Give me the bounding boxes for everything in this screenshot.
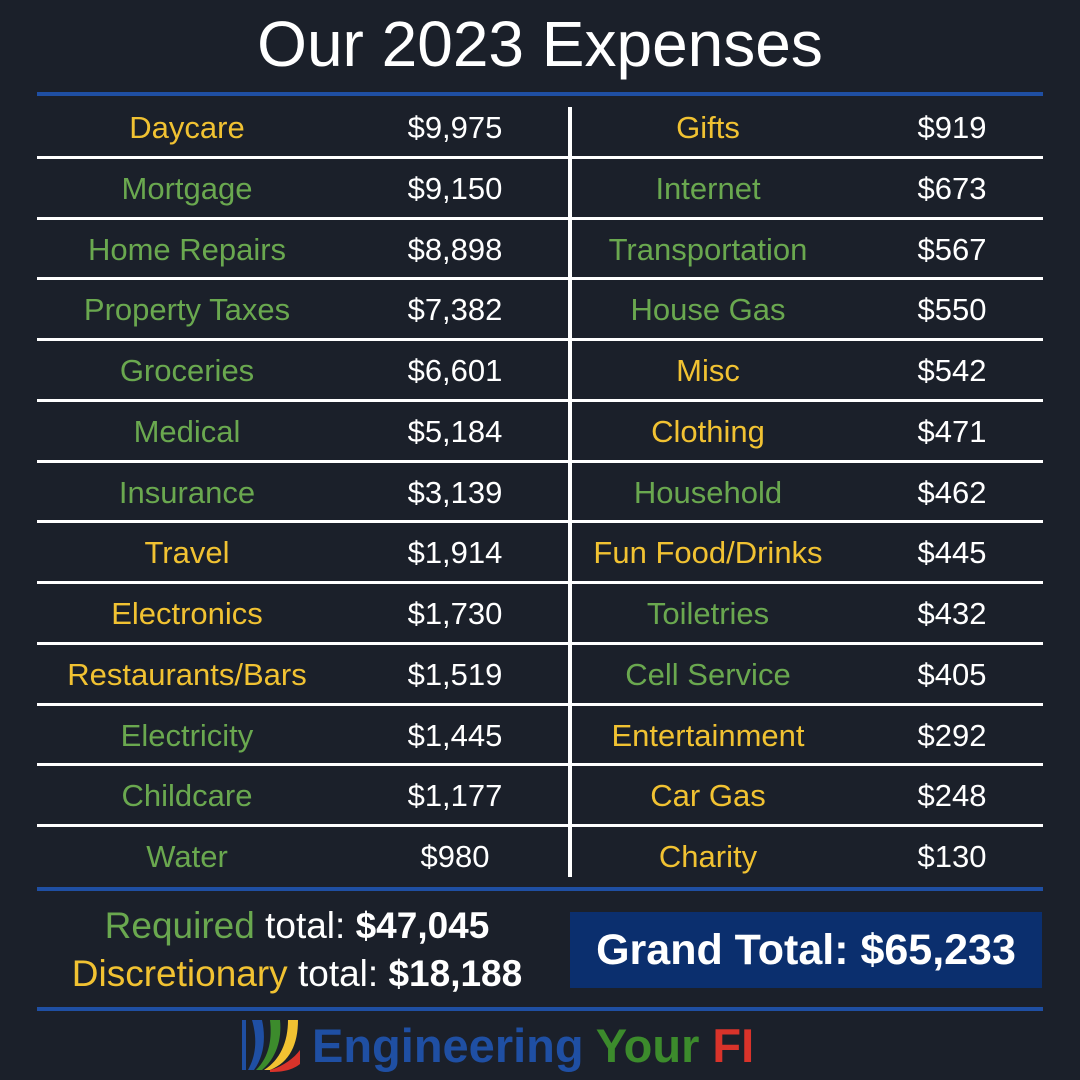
left-amount: $1,914 bbox=[407, 535, 503, 571]
row-divider bbox=[37, 824, 1043, 827]
left-category-name: Water bbox=[146, 839, 228, 874]
left-amount: $6,601 bbox=[407, 353, 503, 388]
table-row: Daycare $9,975 Gifts $919 bbox=[37, 97, 1043, 158]
right-amount: $292 bbox=[917, 717, 987, 753]
right-amount: $405 bbox=[917, 656, 987, 692]
table-row: Childcare $1,177 Car Gas $248 bbox=[37, 765, 1043, 826]
left-amount: $7,382 bbox=[407, 292, 503, 328]
row-divider bbox=[37, 763, 1043, 767]
row-divider bbox=[37, 216, 1043, 220]
left-category-name: Medical bbox=[133, 413, 241, 449]
page-title: Our 2023 Expenses bbox=[257, 8, 823, 80]
right-amount: $567 bbox=[917, 231, 987, 267]
left-category-name: Daycare bbox=[129, 110, 245, 145]
left-amount: $8,898 bbox=[407, 231, 503, 267]
right-amount: $130 bbox=[917, 839, 987, 874]
row-divider bbox=[37, 641, 1043, 645]
subtotals: Required total: $47,045 Discretionary to… bbox=[37, 902, 557, 998]
right-category-name: Cell Service bbox=[625, 656, 791, 692]
right-category-name: Clothing bbox=[651, 413, 765, 449]
row-divider bbox=[37, 277, 1043, 281]
row-divider bbox=[37, 155, 1043, 159]
brand-name: Engineering Your FI bbox=[312, 1016, 754, 1076]
row-divider bbox=[37, 520, 1043, 524]
left-category-name: Property Taxes bbox=[83, 292, 291, 328]
row-divider bbox=[37, 702, 1043, 706]
required-label: Required bbox=[104, 905, 255, 946]
footer-divider bbox=[37, 1007, 1043, 1011]
expense-table: Daycare $9,975 Gifts $919 Mortgage $9,150 Inte… bbox=[37, 97, 1043, 887]
table-row: Groceries $6,601 Misc $542 bbox=[37, 340, 1043, 401]
left-amount: $1,730 bbox=[407, 596, 503, 631]
left-amount: $1,445 bbox=[407, 717, 503, 753]
left-amount: $3,139 bbox=[407, 474, 503, 510]
right-amount: $673 bbox=[917, 170, 987, 206]
left-category-name: Insurance bbox=[118, 474, 256, 510]
column-divider bbox=[568, 107, 572, 877]
right-category-name: Entertainment bbox=[611, 717, 805, 753]
table-row: Property Taxes $7,382 House Gas $550 bbox=[37, 279, 1043, 340]
table-row: Medical $5,184 Clothing $471 bbox=[37, 401, 1043, 462]
left-amount: $9,150 bbox=[407, 170, 503, 206]
left-amount: $5,184 bbox=[407, 413, 503, 449]
bottom-table-divider bbox=[37, 887, 1043, 891]
right-amount: $471 bbox=[917, 413, 987, 449]
required-total-value: $47,045 bbox=[355, 905, 490, 946]
right-category-name: Misc bbox=[676, 353, 740, 388]
right-category-name: Charity bbox=[658, 839, 758, 874]
right-category-name: House Gas bbox=[630, 292, 786, 328]
row-divider bbox=[37, 581, 1043, 584]
table-row: Home Repairs $8,898 Transportation $567 bbox=[37, 219, 1043, 280]
row-divider bbox=[37, 338, 1043, 341]
right-amount: $919 bbox=[917, 110, 987, 145]
right-amount: $248 bbox=[917, 778, 987, 814]
left-amount: $1,519 bbox=[407, 656, 503, 692]
table-row: Electronics $1,730 Toiletries $432 bbox=[37, 583, 1043, 644]
row-divider bbox=[37, 459, 1043, 463]
right-category-name: Internet bbox=[655, 170, 761, 206]
right-amount: $542 bbox=[917, 353, 987, 388]
right-amount: $445 bbox=[917, 535, 987, 571]
right-amount: $550 bbox=[917, 292, 987, 328]
right-category-name: Car Gas bbox=[650, 778, 766, 814]
brand-part-fi: FI bbox=[699, 1019, 755, 1072]
right-category-name: Gifts bbox=[676, 110, 740, 145]
table-row: Electricity $1,445 Entertainment $292 bbox=[37, 705, 1043, 766]
left-category-name: Restaurants/Bars bbox=[67, 656, 307, 692]
left-category-name: Electronics bbox=[111, 596, 263, 631]
table-row: Restaurants/Bars $1,519 Cell Service $405 bbox=[37, 644, 1043, 705]
brand: Engineering Your FI bbox=[240, 1016, 800, 1076]
brand-logo-icon bbox=[242, 1020, 300, 1072]
discretionary-total-line: Discretionary total: $18,188 bbox=[37, 950, 557, 998]
left-category-name: Travel bbox=[144, 535, 230, 571]
left-amount: $1,177 bbox=[407, 778, 503, 814]
required-total-line: Required total: $47,045 bbox=[37, 902, 557, 950]
row-divider bbox=[37, 398, 1043, 402]
table-row: Travel $1,914 Fun Food/Drinks $445 bbox=[37, 522, 1043, 583]
discretionary-suffix: total: bbox=[287, 953, 389, 994]
brand-part-your: Your bbox=[583, 1019, 700, 1072]
left-amount: $9,975 bbox=[407, 110, 503, 145]
table-row: Insurance $3,139 Household $462 bbox=[37, 462, 1043, 523]
brand-part-engineering: Engineering bbox=[312, 1019, 584, 1072]
right-category-name: Transportation bbox=[608, 231, 808, 267]
left-category-name: Home Repairs bbox=[87, 231, 287, 267]
discretionary-total-value: $18,188 bbox=[388, 953, 523, 994]
grand-total-badge: Grand Total: $65,233 bbox=[570, 912, 1042, 988]
left-category-name: Groceries bbox=[119, 353, 255, 388]
right-category-name: Fun Food/Drinks bbox=[593, 535, 823, 571]
left-category-name: Electricity bbox=[120, 717, 254, 753]
discretionary-label: Discretionary bbox=[71, 953, 288, 994]
left-category-name: Mortgage bbox=[121, 170, 253, 206]
right-category-name: Toiletries bbox=[646, 596, 770, 631]
table-row: Mortgage $9,150 Internet $673 bbox=[37, 158, 1043, 219]
left-category-name: Childcare bbox=[121, 778, 253, 814]
left-amount: $980 bbox=[420, 839, 490, 874]
table-row: Water $980 Charity $130 bbox=[37, 826, 1043, 887]
required-suffix: total: bbox=[254, 905, 356, 946]
right-amount: $462 bbox=[917, 474, 987, 510]
top-divider bbox=[37, 92, 1043, 96]
right-category-name: Household bbox=[633, 474, 783, 510]
right-amount: $432 bbox=[917, 596, 987, 631]
